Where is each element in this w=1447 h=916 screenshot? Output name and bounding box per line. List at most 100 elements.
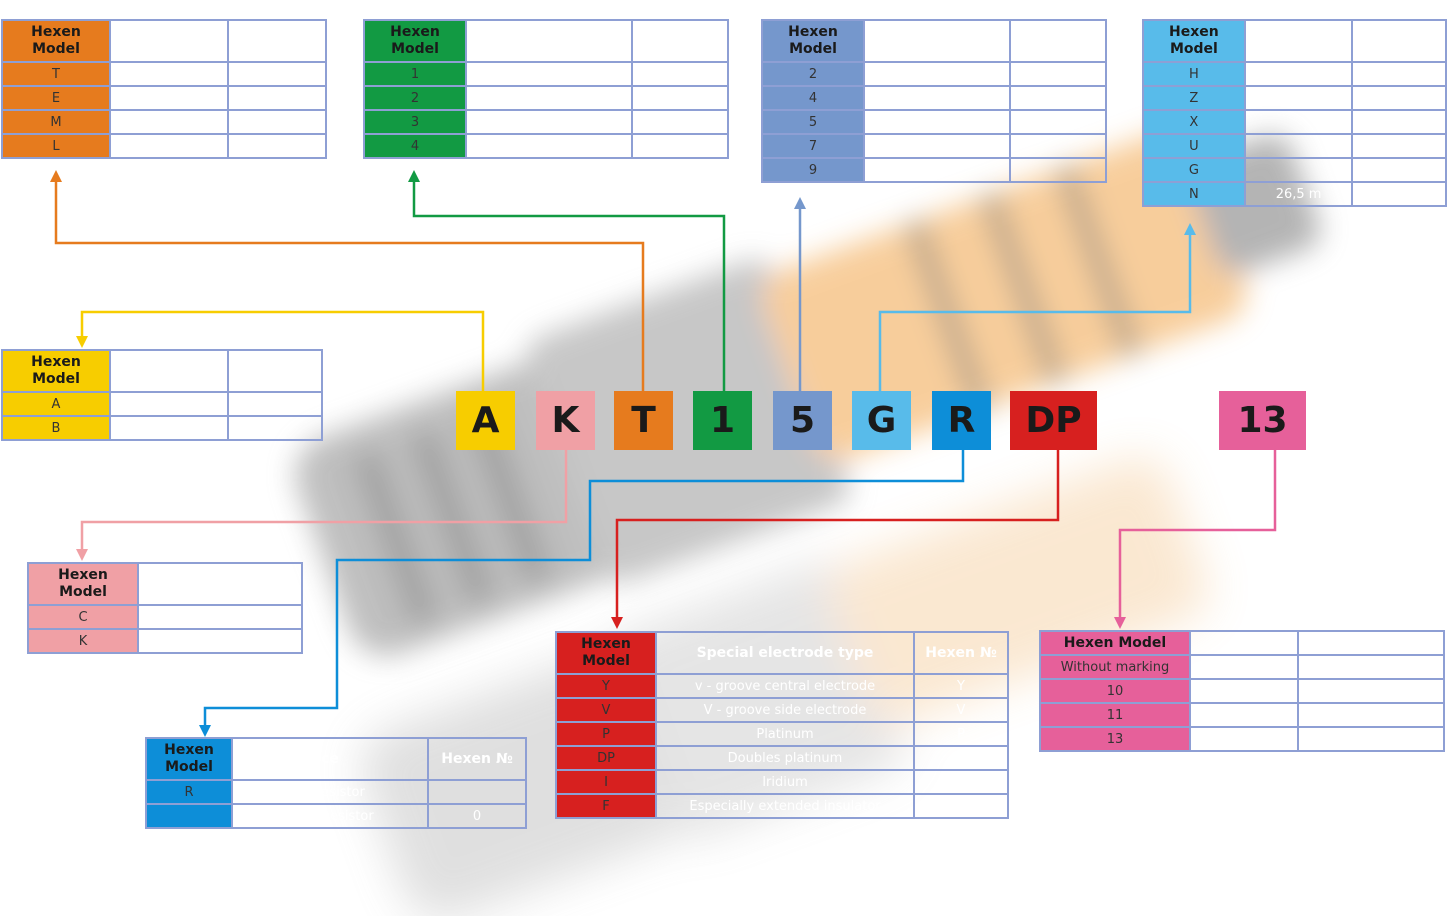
code-box-dp: DP <box>1010 391 1097 450</box>
model-code-cell: T <box>1 61 111 87</box>
model-code-cell: 5 <box>761 109 865 135</box>
table-cell <box>109 19 229 63</box>
connector-1 <box>412 178 726 391</box>
table-cell: Iridium <box>655 769 915 795</box>
table-cell: ce <box>231 737 429 781</box>
table-cell <box>1243 109 1354 135</box>
table-row: K <box>27 628 303 654</box>
table-header-row: Hexen Model Special electrode type Hexen № <box>555 631 1009 675</box>
model-code-cell: Y <box>555 673 657 699</box>
table-cell <box>109 85 229 111</box>
arrowhead-a <box>76 336 88 348</box>
table-cell: DP <box>913 745 1009 771</box>
table-row: B <box>1 415 323 441</box>
table-cell: Hexen № <box>913 631 1009 675</box>
table-cell <box>227 109 327 135</box>
table-cell <box>631 133 729 159</box>
connector-k <box>80 450 568 553</box>
connector-a <box>80 310 485 391</box>
table-cell <box>227 133 327 159</box>
table-cell <box>465 109 633 135</box>
table-header-row: Hexen Model <box>761 19 1107 63</box>
model-code-cell: A <box>1 391 111 417</box>
table-cell: Doubles platinum <box>655 745 915 771</box>
header-model-cell: Hexen Model <box>1 349 111 393</box>
table-cell <box>631 85 729 111</box>
table-cell <box>1351 157 1447 183</box>
model-code-cell: C <box>27 604 139 630</box>
table-cell <box>1009 133 1107 159</box>
code-box-k: K <box>536 391 595 450</box>
table-cell <box>109 349 229 393</box>
model-code-cell: B <box>1 415 111 441</box>
table-cell <box>631 19 729 63</box>
model-code-cell: 7 <box>761 133 865 159</box>
connector-t <box>54 178 645 391</box>
code-box-g: G <box>852 391 911 450</box>
code-box-5: 5 <box>773 391 832 450</box>
table-cell <box>227 415 323 441</box>
header-model-cell: Hexen Model <box>27 562 139 606</box>
table-header-row: Hexen Model <box>27 562 303 606</box>
table-cell: 26,5 m <box>1243 181 1354 207</box>
model-code-cell: G <box>1142 157 1246 183</box>
table-cell <box>1009 85 1107 111</box>
table-row: 9 <box>761 157 1107 183</box>
table-cell <box>1009 157 1107 183</box>
table-a-type: Hexen Model A B <box>1 349 323 441</box>
model-code-cell: I <box>555 769 657 795</box>
table-cell <box>227 19 327 63</box>
table-row: 4 <box>363 133 729 159</box>
model-code-cell: 2 <box>761 61 865 87</box>
table-cell <box>227 85 327 111</box>
table-header-row: Hexen Model <box>1142 19 1447 63</box>
table-cell <box>109 109 229 135</box>
table-heat-rating: Hexen Model 2 4 5 7 9 <box>761 19 1107 183</box>
table-cell <box>109 391 229 417</box>
table-cell <box>1189 678 1299 704</box>
table-cell <box>109 61 229 87</box>
table-cell <box>1351 133 1447 159</box>
model-code-cell: U <box>1142 133 1246 159</box>
connector-dp <box>615 450 1060 621</box>
table-cell <box>1189 630 1299 656</box>
table-row: Without marking <box>1039 654 1445 680</box>
table-row: G <box>1142 157 1447 183</box>
table-cell <box>465 61 633 87</box>
model-code-cell: 3 <box>363 109 467 135</box>
arrowhead-dp <box>611 617 623 629</box>
table-row: Z <box>1142 85 1447 111</box>
table-cell <box>1297 726 1445 752</box>
table-thread-type: Hexen Model T E M L <box>1 19 327 159</box>
table-cell <box>913 769 1009 795</box>
header-model-cell: Hexen Model <box>1142 19 1246 63</box>
table-k-type: Hexen Model C K <box>27 562 303 654</box>
table-header-row: Hexen Model <box>1 349 323 393</box>
table-cell: Special electrode type <box>655 631 915 675</box>
model-code-cell: H <box>1142 61 1246 87</box>
model-code-cell: E <box>1 85 111 111</box>
code-box-t: T <box>614 391 673 450</box>
table-cell <box>1009 109 1107 135</box>
table-cell <box>109 133 229 159</box>
table-row: E <box>1 85 327 111</box>
model-code-cell: P <box>555 721 657 747</box>
table-row: H <box>1142 61 1447 87</box>
table-row: X <box>1142 109 1447 135</box>
table-row: L <box>1 133 327 159</box>
table-row: 10 <box>1039 678 1445 704</box>
table-electrode-count: Hexen Model 1 2 3 4 <box>363 19 729 159</box>
arrowhead-13 <box>1114 617 1126 629</box>
arrowhead-k <box>76 549 88 561</box>
arrowhead-1 <box>408 170 420 182</box>
table-header-row: Hexen Model <box>1039 630 1445 656</box>
model-code-cell: F <box>555 793 657 819</box>
arrowhead-5 <box>794 197 806 209</box>
model-code-cell: 4 <box>761 85 865 111</box>
table-cell: Platinum <box>655 721 915 747</box>
